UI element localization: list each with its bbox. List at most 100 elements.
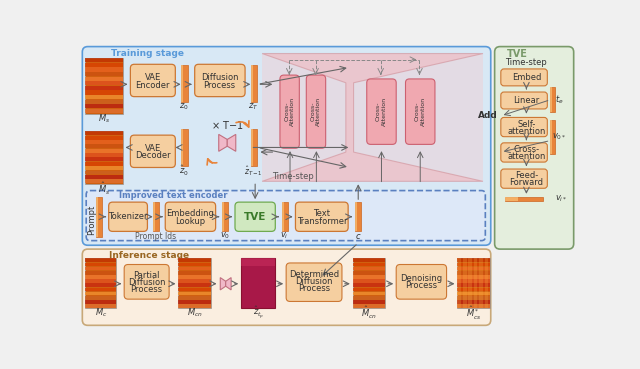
- Bar: [85, 267, 116, 270]
- Text: Lookup: Lookup: [175, 217, 205, 226]
- Bar: [180, 65, 188, 102]
- Text: Process: Process: [131, 284, 163, 294]
- Bar: [222, 202, 224, 231]
- Text: Cross-
Attention: Cross- Attention: [376, 97, 387, 126]
- Bar: [458, 271, 490, 275]
- FancyBboxPatch shape: [406, 79, 435, 144]
- Text: $v_{0*}$: $v_{0*}$: [552, 131, 567, 142]
- Bar: [85, 131, 123, 184]
- Text: Determined: Determined: [289, 270, 339, 279]
- Bar: [85, 95, 123, 99]
- Bar: [241, 258, 275, 266]
- Text: Add: Add: [478, 111, 498, 120]
- Bar: [250, 65, 257, 102]
- Bar: [85, 149, 123, 153]
- Bar: [179, 258, 211, 308]
- Bar: [179, 271, 211, 275]
- Text: Linear: Linear: [513, 96, 540, 105]
- Bar: [179, 296, 211, 300]
- Bar: [85, 275, 116, 279]
- Bar: [458, 292, 490, 296]
- Bar: [550, 87, 555, 112]
- Text: Forward: Forward: [509, 178, 543, 187]
- Bar: [282, 202, 284, 231]
- Bar: [85, 68, 123, 72]
- Bar: [85, 175, 123, 179]
- Bar: [353, 258, 385, 262]
- FancyBboxPatch shape: [124, 265, 169, 299]
- Text: $\hat{M}_{cn}$: $\hat{M}_{cn}$: [361, 305, 377, 321]
- Bar: [463, 258, 467, 308]
- Bar: [353, 304, 385, 308]
- Bar: [85, 131, 123, 135]
- Bar: [353, 271, 385, 275]
- Bar: [179, 275, 211, 279]
- Text: Time-step: Time-step: [272, 172, 314, 181]
- FancyBboxPatch shape: [501, 92, 547, 109]
- Text: Prompt Ids: Prompt Ids: [136, 231, 177, 241]
- FancyBboxPatch shape: [109, 202, 147, 231]
- Bar: [458, 283, 490, 287]
- Bar: [85, 262, 116, 266]
- Bar: [458, 300, 490, 304]
- Bar: [180, 65, 183, 102]
- Bar: [85, 283, 116, 287]
- Text: Tokenizer: Tokenizer: [108, 212, 148, 221]
- Bar: [180, 129, 188, 166]
- Bar: [85, 77, 123, 81]
- Bar: [179, 287, 211, 291]
- Bar: [353, 267, 385, 270]
- Bar: [353, 283, 385, 287]
- Bar: [250, 129, 253, 166]
- Text: $v_{i*}$: $v_{i*}$: [555, 194, 568, 204]
- Text: Decoder: Decoder: [135, 151, 171, 161]
- Text: $v_0$: $v_0$: [220, 231, 230, 241]
- Text: TVE: TVE: [507, 48, 528, 59]
- FancyBboxPatch shape: [280, 75, 300, 148]
- Bar: [179, 262, 211, 266]
- FancyBboxPatch shape: [501, 143, 547, 162]
- Polygon shape: [219, 134, 227, 151]
- Bar: [85, 153, 123, 157]
- Text: Partial: Partial: [133, 271, 160, 280]
- Text: $M_{cn}$: $M_{cn}$: [187, 307, 203, 319]
- Bar: [85, 72, 123, 76]
- Bar: [85, 258, 116, 308]
- Text: $\hat{z}_{T-1}$: $\hat{z}_{T-1}$: [244, 163, 263, 177]
- Text: $\hat{M}^*_{cs}$: $\hat{M}^*_{cs}$: [466, 304, 481, 321]
- Bar: [250, 65, 253, 102]
- Bar: [85, 158, 123, 161]
- Text: Transformer: Transformer: [296, 217, 347, 226]
- Text: attention: attention: [508, 127, 545, 136]
- Polygon shape: [262, 54, 483, 181]
- Text: Text: Text: [314, 209, 330, 218]
- Bar: [282, 202, 288, 231]
- Text: Improved text encoder: Improved text encoder: [119, 191, 227, 200]
- FancyBboxPatch shape: [296, 202, 348, 231]
- Text: Inference stage: Inference stage: [109, 251, 189, 260]
- Bar: [85, 90, 123, 94]
- Bar: [458, 262, 490, 266]
- Bar: [458, 258, 490, 308]
- Text: $\times$ T$-$1: $\times$ T$-$1: [211, 119, 244, 131]
- Bar: [479, 258, 483, 308]
- Bar: [85, 63, 123, 67]
- Bar: [353, 292, 385, 296]
- Bar: [179, 300, 211, 304]
- Bar: [550, 120, 552, 154]
- Bar: [96, 197, 99, 237]
- Bar: [85, 162, 123, 166]
- Bar: [355, 202, 357, 231]
- FancyBboxPatch shape: [131, 64, 175, 97]
- Bar: [179, 304, 211, 308]
- Bar: [250, 129, 257, 166]
- Bar: [85, 58, 123, 114]
- Text: Process: Process: [298, 284, 330, 293]
- Bar: [85, 304, 116, 308]
- FancyBboxPatch shape: [501, 117, 547, 137]
- Bar: [85, 292, 116, 296]
- Bar: [179, 258, 211, 262]
- FancyBboxPatch shape: [235, 202, 275, 231]
- Text: Denoising: Denoising: [400, 274, 442, 283]
- Bar: [550, 120, 555, 154]
